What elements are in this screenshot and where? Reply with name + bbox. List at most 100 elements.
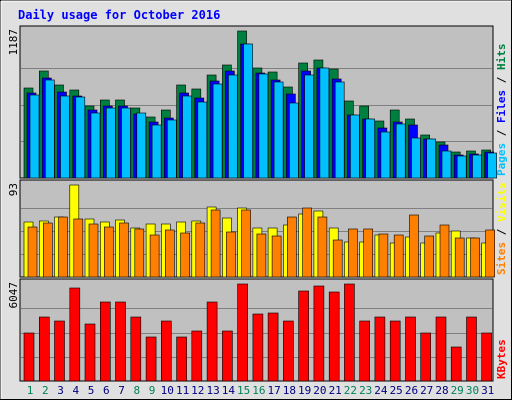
bar-kbytes-8 [130, 316, 142, 382]
panel-hits-files-pages: 1187 Pages / Files / Hits [7, 25, 508, 179]
x-tick-label-11: 11 [176, 384, 189, 397]
bar-sites-18 [287, 216, 297, 278]
bar-sites-11 [180, 232, 190, 278]
y-max-label: 93 [7, 183, 20, 196]
bar-sites-14 [226, 231, 236, 278]
bar-kbytes-25 [389, 320, 401, 382]
bar-pages-19 [304, 74, 314, 179]
bar-pages-22 [350, 114, 360, 179]
legend-separator: / [495, 222, 508, 242]
x-tick-label-18: 18 [283, 384, 296, 397]
bar-pages-25 [395, 123, 406, 179]
bar-kbytes-24 [374, 316, 386, 382]
x-tick-label-30: 30 [466, 384, 479, 397]
x-tick-label-19: 19 [298, 384, 311, 397]
x-tick-label-5: 5 [88, 384, 95, 397]
x-tick-label-7: 7 [118, 384, 125, 397]
bar-sites-4 [73, 218, 84, 278]
x-tick-label-25: 25 [390, 384, 403, 397]
bar-sites-1 [27, 226, 38, 278]
bar-sites-5 [88, 223, 99, 278]
x-tick-label-28: 28 [435, 384, 448, 397]
series-sites [27, 207, 496, 278]
x-tick-label-16: 16 [252, 384, 265, 397]
x-tick-label-6: 6 [103, 384, 110, 397]
bar-sites-28 [439, 224, 450, 278]
bar-kbytes-20 [313, 285, 325, 382]
bar-pages-12 [197, 101, 208, 179]
bar-sites-30 [470, 237, 480, 278]
bar-pages-2 [44, 79, 55, 179]
bar-kbytes-13 [206, 301, 218, 382]
bar-pages-11 [182, 95, 192, 179]
series-legend: KBytes [495, 339, 508, 379]
legend-entry-pages: Pages [495, 143, 508, 176]
bar-sites-7 [119, 222, 129, 278]
bar-kbytes-21 [328, 291, 340, 382]
bar-kbytes-9 [145, 336, 157, 382]
x-tick-label-2: 2 [42, 384, 49, 397]
series-legend: Sites / Visits [495, 182, 508, 275]
panel-sites-visits: 93 Sites / Visits [7, 179, 508, 278]
bar-sites-9 [149, 234, 160, 278]
bar-pages-14 [228, 74, 238, 179]
bar-pages-1 [29, 94, 40, 179]
bar-pages-17 [273, 81, 284, 179]
bar-sites-24 [378, 233, 389, 278]
x-tick-label-26: 26 [405, 384, 418, 397]
bar-sites-19 [302, 207, 312, 278]
bar-pages-18 [289, 102, 299, 179]
bar-kbytes-10 [161, 320, 172, 382]
bar-kbytes-29 [450, 346, 462, 382]
panel-kbytes: 6047 KBytes [7, 278, 508, 382]
bar-pages-6 [106, 107, 116, 179]
bar-kbytes-4 [69, 287, 81, 382]
x-tick-label-10: 10 [161, 384, 174, 397]
chart-title: Daily usage for October 2016 [18, 8, 220, 22]
bar-sites-29 [454, 237, 465, 278]
bar-kbytes-14 [222, 330, 233, 382]
x-tick-label-4: 4 [72, 384, 79, 397]
bar-sites-22 [348, 228, 358, 278]
bar-kbytes-2 [38, 316, 50, 382]
y-max-label: 1187 [7, 29, 20, 56]
x-tick-label-8: 8 [133, 384, 140, 397]
bar-sites-12 [195, 222, 206, 278]
x-tick-label-14: 14 [222, 384, 236, 397]
bar-kbytes-7 [115, 301, 126, 382]
x-tick-label-24: 24 [374, 384, 388, 397]
legend-entry-files: Files [495, 90, 508, 123]
bar-kbytes-22 [344, 283, 355, 382]
bar-pages-24 [380, 131, 391, 179]
bar-kbytes-11 [176, 336, 187, 382]
legend-entry-hits: Hits [495, 44, 508, 71]
bar-sites-3 [58, 216, 68, 278]
bar-pages-13 [212, 83, 223, 179]
bar-sites-26 [409, 214, 419, 278]
bar-kbytes-26 [405, 316, 416, 382]
bar-kbytes-27 [420, 332, 432, 382]
bar-sites-15 [241, 209, 251, 278]
x-tick-label-17: 17 [267, 384, 280, 397]
bar-pages-3 [60, 95, 70, 179]
x-tick-label-3: 3 [57, 384, 64, 397]
legend-entry-kbytes: KBytes [495, 339, 508, 379]
x-tick-label-1: 1 [27, 384, 34, 397]
bar-sites-21 [332, 239, 343, 278]
bar-sites-27 [424, 235, 435, 278]
bar-kbytes-3 [54, 320, 65, 382]
bar-kbytes-30 [466, 316, 477, 382]
series-legend: Pages / Files / Hits [495, 44, 508, 177]
bar-kbytes-18 [283, 320, 294, 382]
bar-kbytes-23 [359, 320, 371, 382]
bar-pages-9 [151, 124, 162, 179]
x-axis-labels: 1 2 3 4 5 6 7 8 9 10 11 12 13 14 15 16 17 18 19 20 21 22 23 24 2… [27, 384, 495, 397]
x-tick-label-15: 15 [237, 384, 250, 397]
y-max-label: 6047 [7, 282, 20, 309]
bar-pages-16 [258, 73, 269, 179]
legend-separator: / [495, 123, 508, 143]
x-tick-label-20: 20 [313, 384, 326, 397]
bar-kbytes-15 [237, 283, 248, 382]
series-kbytes [23, 283, 493, 382]
